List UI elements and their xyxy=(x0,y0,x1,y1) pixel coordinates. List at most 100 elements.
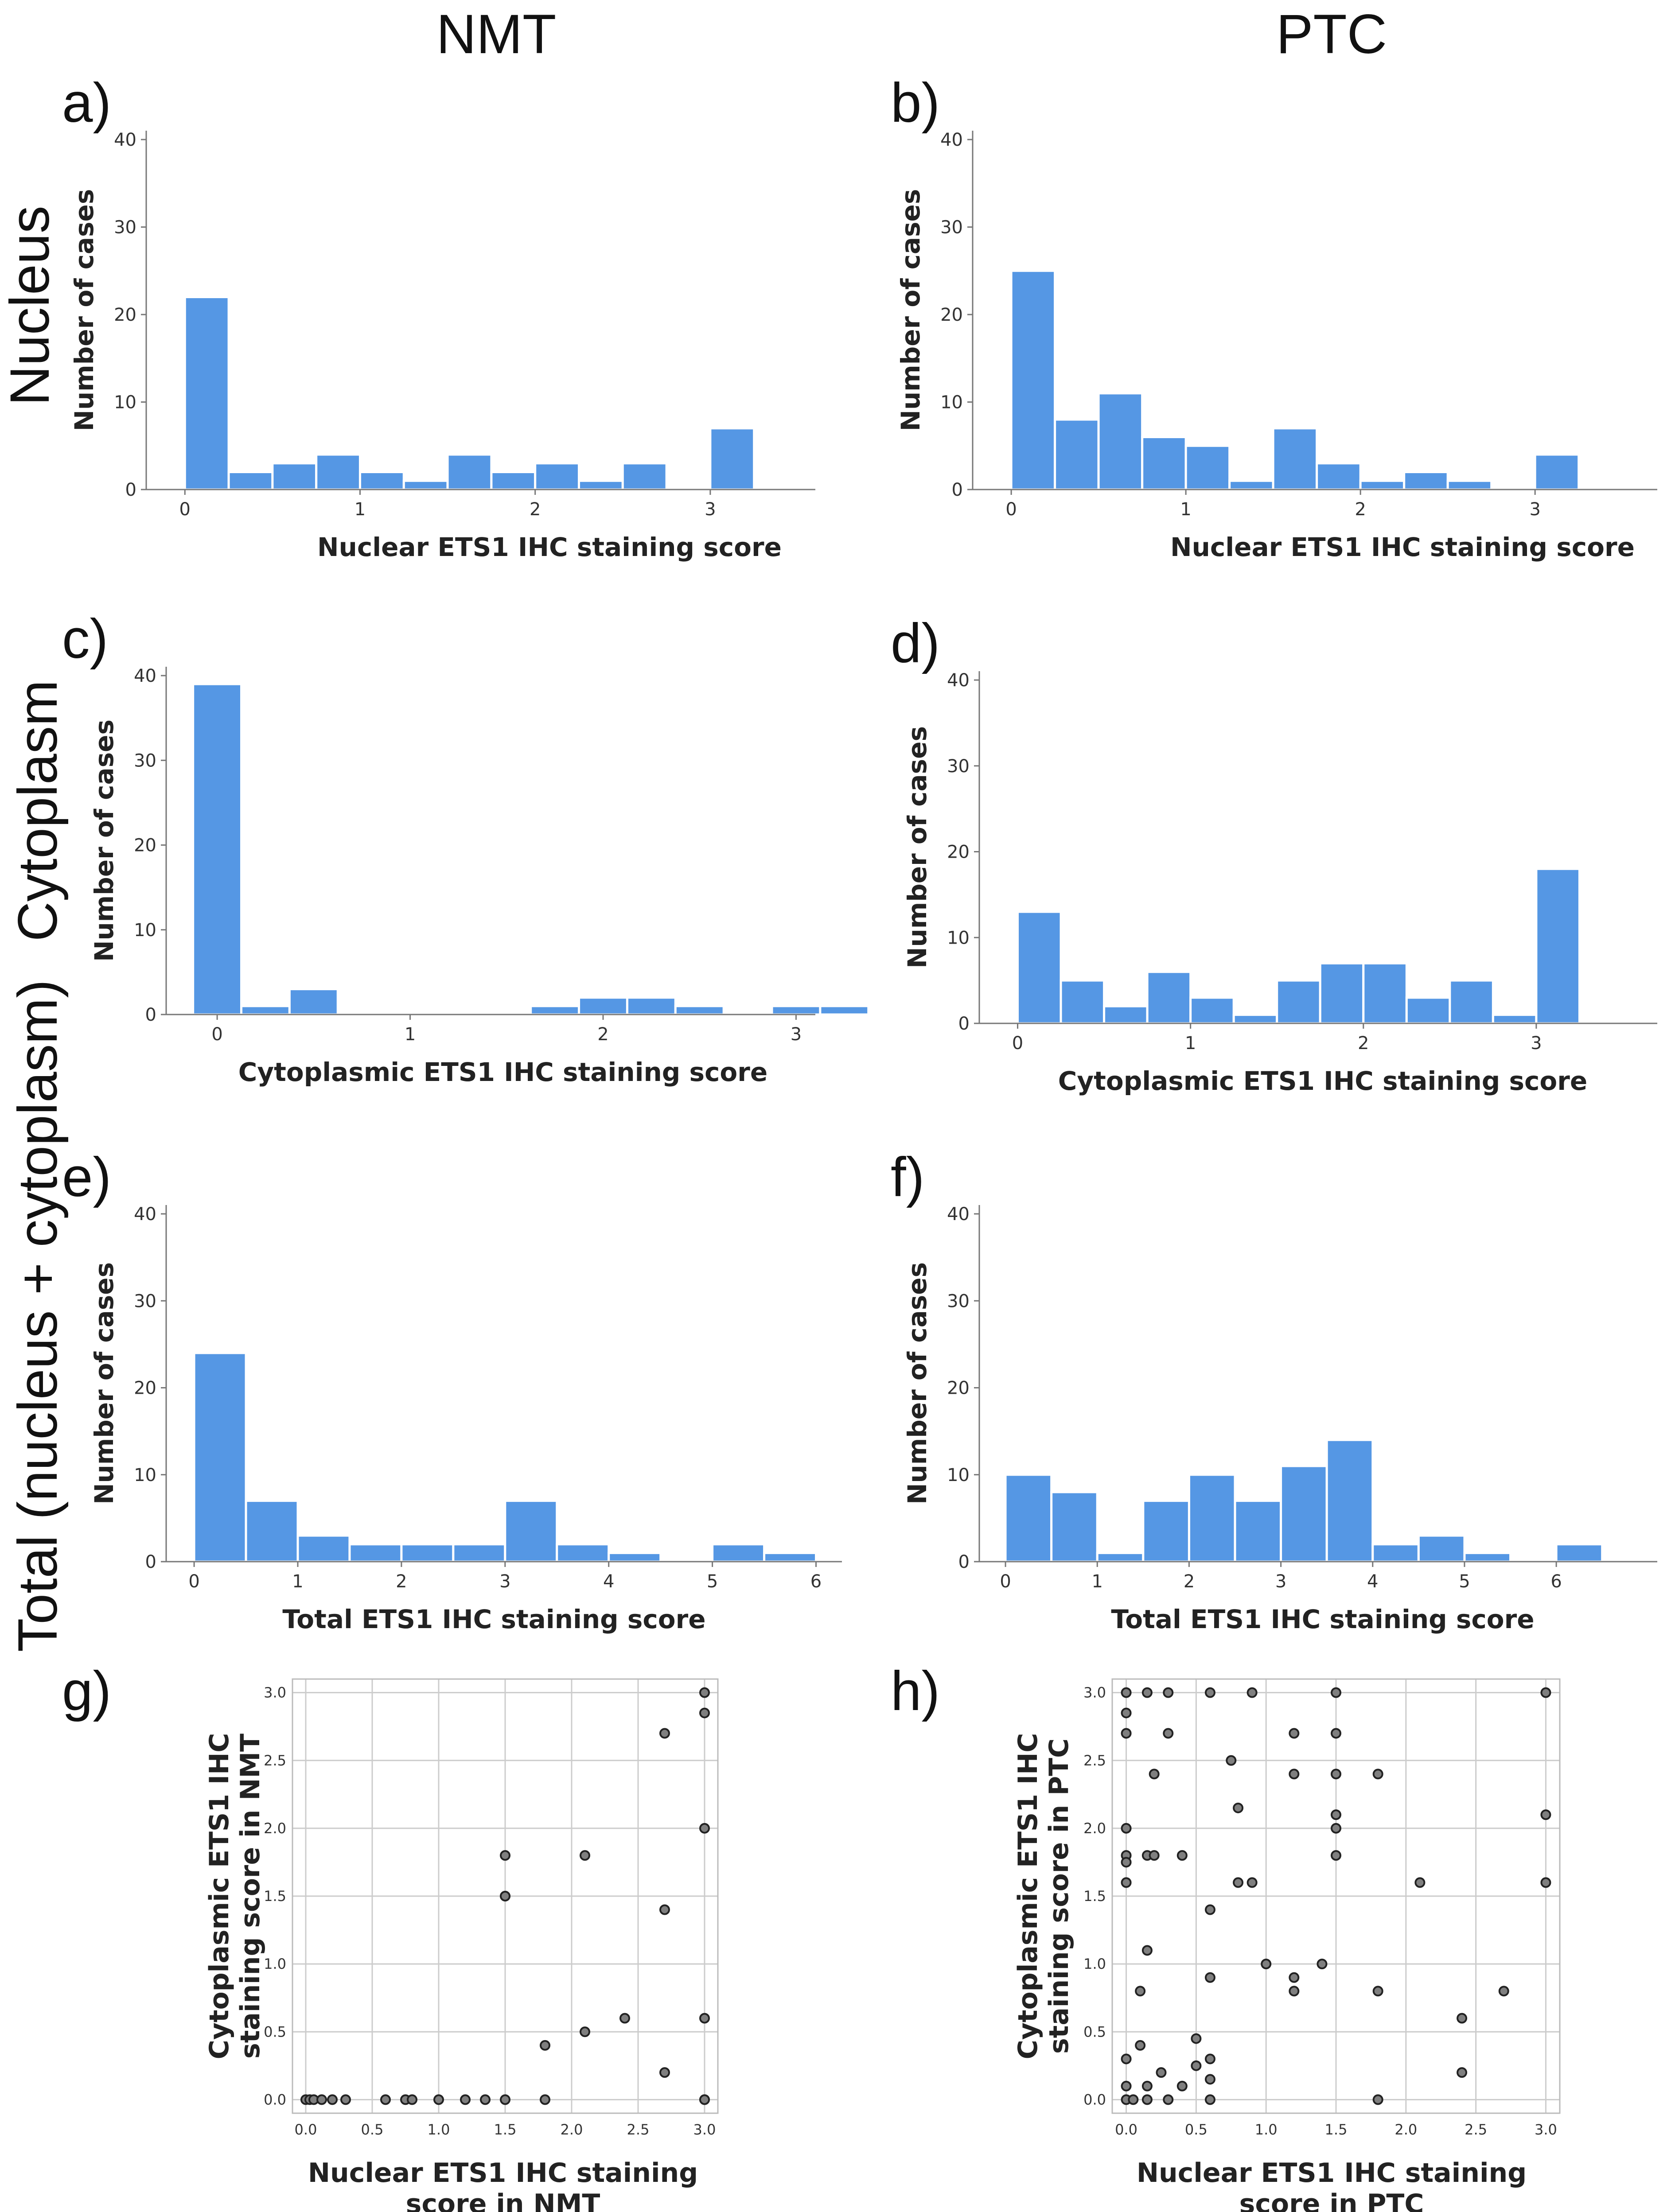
data-point xyxy=(1261,1959,1272,1970)
x-tick-label: 0 xyxy=(179,499,191,520)
x-tick-label: 1 xyxy=(354,499,366,520)
bar xyxy=(1463,1551,1512,1563)
y-tick-label: 20 xyxy=(947,1378,970,1399)
x-tick-label: 1 xyxy=(405,1024,416,1045)
y-tick-label: 1.0 xyxy=(264,1955,286,1972)
data-point xyxy=(1141,1687,1153,1698)
points xyxy=(300,1687,710,2105)
x-tick-label: 5 xyxy=(707,1571,718,1592)
bar xyxy=(1096,1551,1145,1563)
x-tick-label: 0.0 xyxy=(295,2121,317,2138)
x-axis-label: Nuclear ETS1 IHC staining score xyxy=(1170,532,1635,562)
bar xyxy=(183,296,230,491)
bar xyxy=(1234,1500,1282,1563)
bar xyxy=(1141,436,1187,491)
x-tick-label: 4 xyxy=(1367,1571,1378,1592)
bar xyxy=(1280,1465,1328,1563)
y-tick-label: 10 xyxy=(940,393,963,413)
bar xyxy=(819,1005,870,1016)
data-point xyxy=(580,2026,590,2037)
data-point xyxy=(1457,2013,1468,2024)
x-tick-label: 2 xyxy=(396,1571,407,1592)
data-point xyxy=(1498,1986,1509,1997)
bar xyxy=(1184,444,1231,491)
x-tick-label: 0.0 xyxy=(1115,2121,1137,2138)
data-point xyxy=(1233,1802,1244,1813)
x-tick-label: 2 xyxy=(1355,499,1366,520)
y-tick-label: 1.0 xyxy=(1083,1955,1106,1972)
figure-headers: NMT PTC Nucleus Cytoplasm Total (nucleus… xyxy=(0,4,1387,1652)
y-tick-label: 2.0 xyxy=(1083,1820,1106,1837)
data-point xyxy=(1141,2094,1153,2105)
y-tick-label: 10 xyxy=(134,1465,156,1485)
y-tick-label: 2.0 xyxy=(264,1820,286,1837)
x-tick-label: 1.0 xyxy=(428,2121,450,2138)
x-tick-label: 0 xyxy=(1000,1571,1011,1592)
bar xyxy=(1272,427,1318,491)
panel-a: a) 0 10 20 30 40 0 1 2 3 Nuclear ETS1 IHC staining… xyxy=(62,72,815,562)
y-axis-label-line-2: staining score in PTC xyxy=(1044,1738,1075,2054)
bar xyxy=(348,1543,403,1563)
bar xyxy=(193,1352,247,1563)
column-header-nmt: NMT xyxy=(436,4,557,65)
data-point xyxy=(1149,1850,1160,1861)
x-axis-label-line-1: Nuclear ETS1 IHC staining xyxy=(1137,2158,1527,2189)
x-tick-label: 6 xyxy=(1550,1571,1562,1592)
data-point xyxy=(1156,2067,1167,2078)
y-tick-label: 10 xyxy=(947,928,970,948)
data-point xyxy=(699,2013,710,2024)
data-point xyxy=(1141,1945,1153,1956)
bar xyxy=(1535,867,1581,1025)
y-tick-label: 30 xyxy=(114,218,136,238)
data-point xyxy=(1204,2074,1215,2085)
x-tick-label: 3 xyxy=(499,1571,510,1592)
bar xyxy=(1189,996,1235,1025)
data-point xyxy=(1149,1769,1160,1780)
x-tick-label: 1.5 xyxy=(1325,2121,1348,2138)
data-point xyxy=(1289,1728,1300,1739)
panel-c: c) 0 10 20 30 40 0 1 2 3 Cytoplasmic ETS1 IHC stai… xyxy=(62,608,870,1087)
data-point xyxy=(1191,2060,1202,2071)
data-point xyxy=(1457,2067,1468,2078)
y-tick-label: 40 xyxy=(947,670,970,691)
bar xyxy=(577,479,624,491)
data-point xyxy=(500,1850,510,1861)
data-point xyxy=(699,1687,710,1698)
plot-frame xyxy=(292,1678,719,2114)
gridlines xyxy=(1112,1679,1560,2113)
y-tick-label: 20 xyxy=(134,1378,156,1399)
data-point xyxy=(1141,2080,1153,2091)
data-point xyxy=(540,2094,550,2105)
bar xyxy=(240,1005,291,1016)
bar xyxy=(1232,1014,1278,1025)
data-point xyxy=(1204,2094,1215,2105)
y-tick-label: 3.0 xyxy=(264,1684,286,1701)
bar xyxy=(1017,910,1062,1025)
y-axis-label: Number of cases xyxy=(896,189,926,431)
x-tick-label: 1 xyxy=(292,1571,303,1592)
bar xyxy=(358,471,405,491)
bar xyxy=(400,1543,455,1563)
y-axis-label: Number of cases xyxy=(89,1262,119,1504)
data-point xyxy=(1289,1972,1300,1983)
bar xyxy=(1054,418,1100,491)
bar xyxy=(534,462,580,491)
data-point xyxy=(433,2094,444,2105)
data-point xyxy=(540,2040,550,2051)
y-tick-label: 40 xyxy=(947,1204,970,1225)
y-tick-label: 10 xyxy=(114,393,136,413)
bar xyxy=(446,453,493,491)
bar xyxy=(763,1551,818,1563)
bar xyxy=(296,1534,351,1563)
x-tick-label: 2 xyxy=(1358,1033,1369,1054)
bar xyxy=(1142,1500,1190,1563)
bar xyxy=(711,1543,766,1563)
x-tick-label: 1.0 xyxy=(1255,2121,1278,2138)
x-axis-label: Total ETS1 IHC staining score xyxy=(282,1604,705,1634)
x-tick-label: 5 xyxy=(1459,1571,1470,1592)
x-tick-label: 3 xyxy=(1531,1033,1542,1054)
data-point xyxy=(659,2067,670,2078)
data-point xyxy=(1121,1728,1132,1739)
bar xyxy=(192,683,243,1016)
